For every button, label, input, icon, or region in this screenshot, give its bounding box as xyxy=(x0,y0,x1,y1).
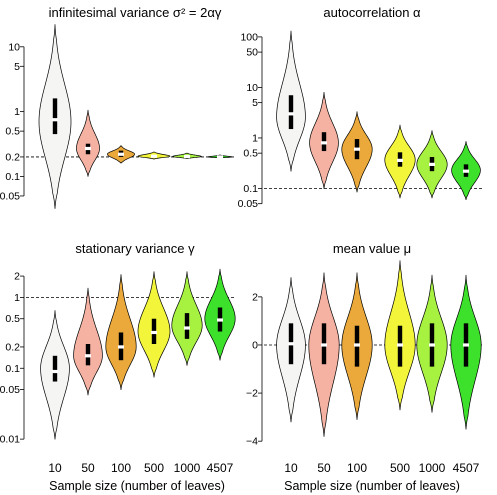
y-tick-label: 100 xyxy=(240,31,258,43)
y-tick-label: 50 xyxy=(246,47,258,59)
y-tick-label: 1 xyxy=(252,132,258,144)
median-marker xyxy=(217,318,223,322)
median-marker xyxy=(184,326,190,330)
y-tick-label: 2 xyxy=(252,291,258,303)
median-marker xyxy=(184,154,190,159)
y-tick-label: 0.1 xyxy=(5,363,20,375)
median-marker xyxy=(463,169,469,173)
median-marker xyxy=(52,118,58,122)
violin-50 xyxy=(76,109,100,177)
panel-plot-mean-value: −4 −2 0 2 xyxy=(246,260,482,448)
median-marker xyxy=(321,343,327,347)
y-tick-label: 0.05 xyxy=(238,198,259,210)
panel-title-autocorrelation: autocorrelation α xyxy=(323,5,421,20)
x-tick-label: 10 xyxy=(48,461,62,475)
median-marker xyxy=(151,330,157,335)
iqr-box xyxy=(52,98,58,135)
x-tick-label: 100 xyxy=(347,461,367,475)
y-tick-label: 0.05 xyxy=(0,190,20,202)
y-tick-label: 0.5 xyxy=(5,313,20,325)
panel-plot-infinitesimal-variance: 0.05 0.1 0.2 0.5 1 5 10 xyxy=(0,24,236,209)
y-tick-label: 0.05 xyxy=(0,384,20,396)
y-tick-label: 5 xyxy=(252,97,258,109)
y-tick-label: 0.2 xyxy=(5,341,20,353)
y-tick-label: 10 xyxy=(8,41,20,53)
panel-title-stationary-variance: stationary variance γ xyxy=(75,241,195,256)
violin-100 xyxy=(105,274,137,390)
panel-stationary-variance: stationary variance γ xyxy=(75,241,195,256)
y-tick-label: 0 xyxy=(252,339,258,351)
median-marker xyxy=(354,343,360,347)
y-tick-label: 0.5 xyxy=(243,148,258,160)
x-tick-label: 500 xyxy=(144,461,164,475)
x-tick-label: 50 xyxy=(81,461,95,475)
median-marker xyxy=(217,155,223,159)
median-marker xyxy=(288,112,294,116)
median-marker xyxy=(288,342,294,346)
panel-plot-stationary-variance: 0.01 0.05 0.1 0.2 0.5 1 2 xyxy=(0,268,236,446)
panel-title-infinitesimal-variance: infinitesimal variance σ² = 2αγ xyxy=(49,5,222,20)
x-axis-title: Sample size (number of leaves) xyxy=(49,479,225,493)
median-marker xyxy=(85,354,91,358)
x-tick-label: 1000 xyxy=(174,461,201,475)
median-marker xyxy=(321,141,327,145)
y-tick-label: −2 xyxy=(246,388,258,400)
iqr-box xyxy=(184,313,190,339)
y-tick-label: 0.1 xyxy=(243,183,258,195)
y-tick-label: 1 xyxy=(14,106,20,118)
median-marker xyxy=(151,154,157,158)
iqr-box xyxy=(288,95,294,130)
y-tick-label: 1 xyxy=(14,292,20,304)
panel-title-mean-value: mean value μ xyxy=(333,241,411,256)
y-tick-label: 0.2 xyxy=(5,151,20,163)
x-tick-label: 4507 xyxy=(453,461,480,475)
x-axis-title: Sample size (number of leaves) xyxy=(284,479,460,493)
median-marker xyxy=(118,152,124,156)
x-tick-label: 500 xyxy=(390,461,410,475)
y-tick-label: 0.1 xyxy=(5,171,20,183)
x-axis-labels-left: 10 50 100 500 1000 4507 Sample size (num… xyxy=(48,461,233,493)
panel-autocorrelation: autocorrelation α xyxy=(323,5,421,20)
x-tick-label: 1000 xyxy=(419,461,446,475)
median-marker xyxy=(463,343,469,347)
x-tick-label: 50 xyxy=(317,461,331,475)
panel-plot-autocorrelation: 0.05 0.1 0.5 1 5 10 50 100 xyxy=(238,30,482,210)
median-marker xyxy=(397,343,403,347)
x-axis-labels-right: 10 50 100 500 1000 4507 Sample size (num… xyxy=(284,461,480,493)
y-tick-label: −4 xyxy=(246,436,258,448)
y-tick-label: 2 xyxy=(14,271,20,283)
panel-mean-value: mean value μ xyxy=(333,241,411,256)
y-tick-label: 10 xyxy=(246,82,258,94)
x-tick-label: 100 xyxy=(111,461,131,475)
median-marker xyxy=(52,369,58,374)
y-tick-label: 0.5 xyxy=(5,126,20,138)
median-marker xyxy=(429,162,435,166)
y-tick-label: 5 xyxy=(14,61,20,73)
violin-50 xyxy=(73,287,103,396)
median-marker xyxy=(85,146,91,151)
iqr-box xyxy=(52,355,58,382)
x-tick-label: 10 xyxy=(284,461,298,475)
y-tick-label: 0.01 xyxy=(0,434,20,446)
median-marker xyxy=(118,345,124,349)
median-marker xyxy=(429,343,435,347)
x-tick-label: 4507 xyxy=(207,461,234,475)
median-marker xyxy=(354,147,360,151)
panel-infinitesimal-variance: infinitesimal variance σ² = 2αγ xyxy=(49,5,222,20)
median-marker xyxy=(397,158,403,162)
